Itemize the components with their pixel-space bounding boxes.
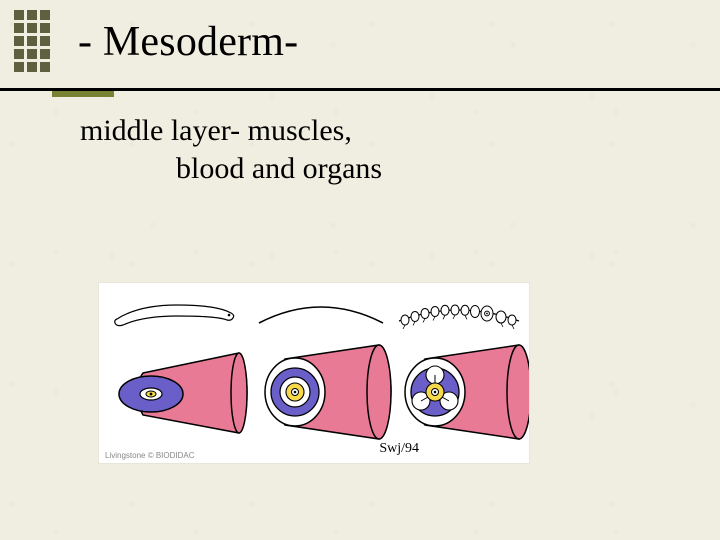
diagram-credit: Livingstone © BIODIDAC <box>105 451 194 460</box>
cylinder-1 <box>119 353 247 433</box>
diagram-signature: Swj/94 <box>379 441 419 457</box>
diagram-svg <box>99 283 529 463</box>
corner-squares <box>14 10 50 72</box>
cylinder-3 <box>405 345 529 439</box>
slide-title: - Mesoderm- <box>78 18 298 66</box>
silhouette-flatworm <box>115 305 234 326</box>
rule-accent <box>52 91 114 97</box>
slide-body: middle layer- muscles, blood and organs <box>80 112 382 187</box>
body-line-1: middle layer- muscles, <box>80 114 352 147</box>
mesoderm-diagram: Livingstone © BIODIDAC Swj/94 <box>98 282 530 464</box>
cylinder-2 <box>265 345 391 439</box>
body-line-2: blood and organs <box>80 150 382 188</box>
silhouette-segmented <box>399 305 519 329</box>
silhouette-arc <box>259 307 383 323</box>
